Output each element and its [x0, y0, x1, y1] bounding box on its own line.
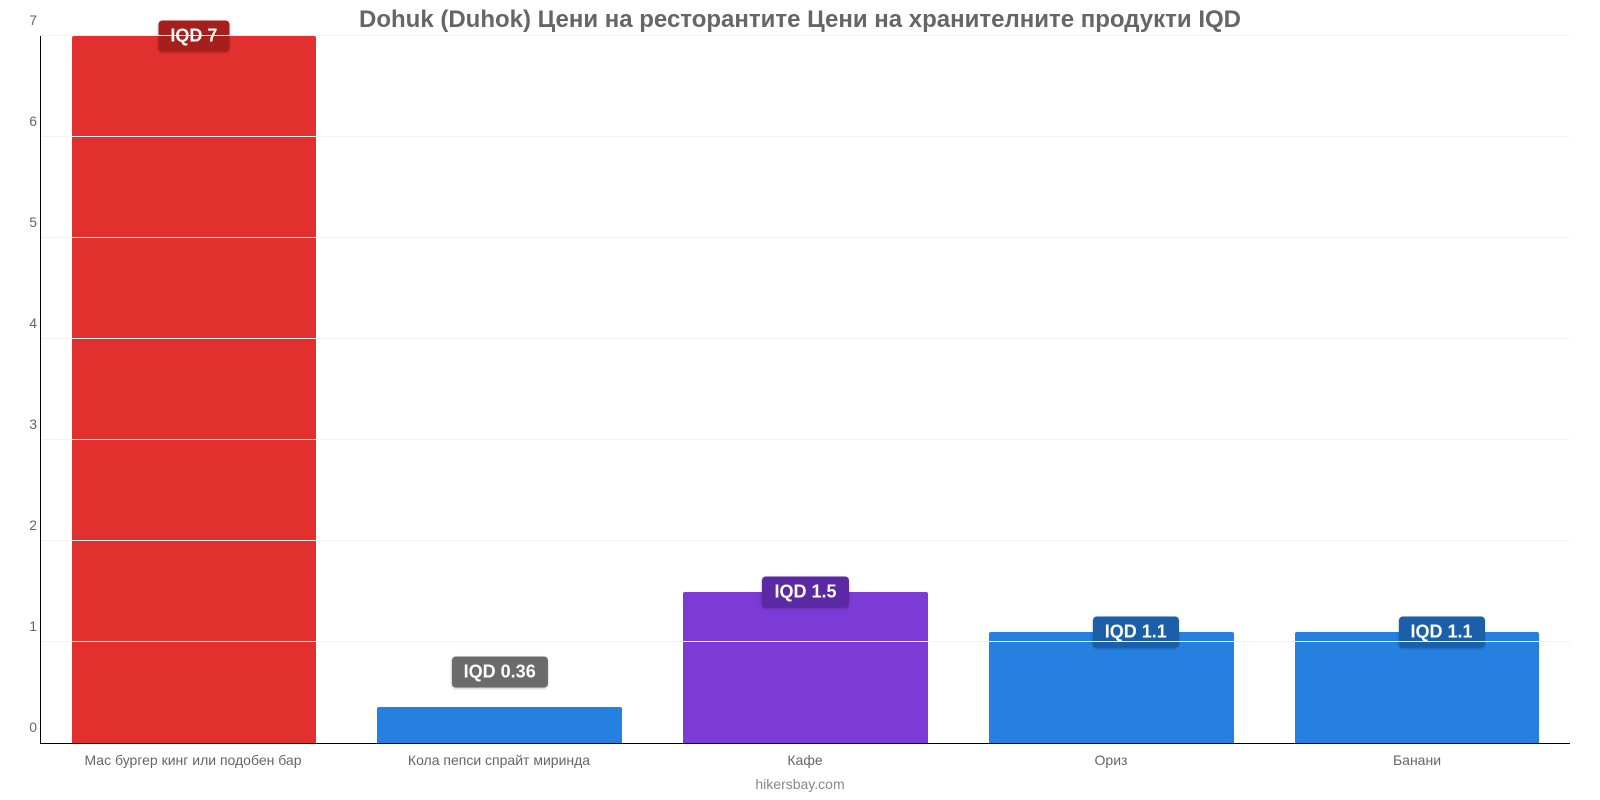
bar-slot: IQD 1.1: [958, 36, 1264, 743]
y-tick-label: 0: [13, 719, 37, 735]
y-tick-label: 5: [13, 214, 37, 230]
grid-line: [41, 237, 1570, 238]
value-badge: IQD 7: [158, 21, 229, 52]
x-axis-label: Мас бургер кинг или подобен бар: [40, 752, 346, 768]
value-badge: IQD 1.5: [762, 576, 848, 607]
y-tick-label: 6: [13, 113, 37, 129]
value-badge: IQD 0.36: [452, 657, 548, 688]
chart-credit: hikersbay.com: [0, 776, 1600, 792]
y-tick-label: 7: [13, 12, 37, 28]
bar-slot: IQD 7: [41, 36, 347, 743]
bars-container: IQD 7 IQD 0.36 IQD 1.5 IQD 1.1 IQD 1.1: [41, 36, 1570, 743]
value-badge: IQD 1.1: [1399, 616, 1485, 647]
chart-title: Dohuk (Duhok) Цени на ресторантите Цени …: [0, 6, 1600, 34]
bar-slot: IQD 1.1: [1264, 36, 1570, 743]
x-axis-label: Кафе: [652, 752, 958, 768]
grid-line: [41, 35, 1570, 36]
plot-area: IQD 7IQD 0.36IQD 1.5IQD 1.1IQD 1.1 01234…: [40, 36, 1570, 744]
x-axis-label: Банани: [1264, 752, 1570, 768]
bar: [72, 36, 317, 743]
x-axis-label: Кола пепси спрайт миринда: [346, 752, 652, 768]
bar: [989, 632, 1234, 743]
grid-line: [41, 540, 1570, 541]
x-axis-label: Ориз: [958, 752, 1264, 768]
bar-slot: IQD 0.36: [347, 36, 653, 743]
bar-slot: IQD 1.5: [653, 36, 959, 743]
y-tick-label: 3: [13, 416, 37, 432]
bar: [683, 592, 928, 744]
y-tick-label: 1: [13, 618, 37, 634]
grid-line: [41, 439, 1570, 440]
price-bar-chart: Dohuk (Duhok) Цени на ресторантите Цени …: [0, 0, 1600, 800]
grid-line: [41, 338, 1570, 339]
bar: [1295, 632, 1540, 743]
y-tick-label: 2: [13, 517, 37, 533]
value-badge: IQD 1.1: [1093, 616, 1179, 647]
y-tick-label: 4: [13, 315, 37, 331]
x-axis-labels: Мас бургер кинг или подобен барКола пепс…: [40, 752, 1570, 768]
bar: [377, 707, 622, 743]
grid-line: [41, 136, 1570, 137]
grid-line: [41, 641, 1570, 642]
